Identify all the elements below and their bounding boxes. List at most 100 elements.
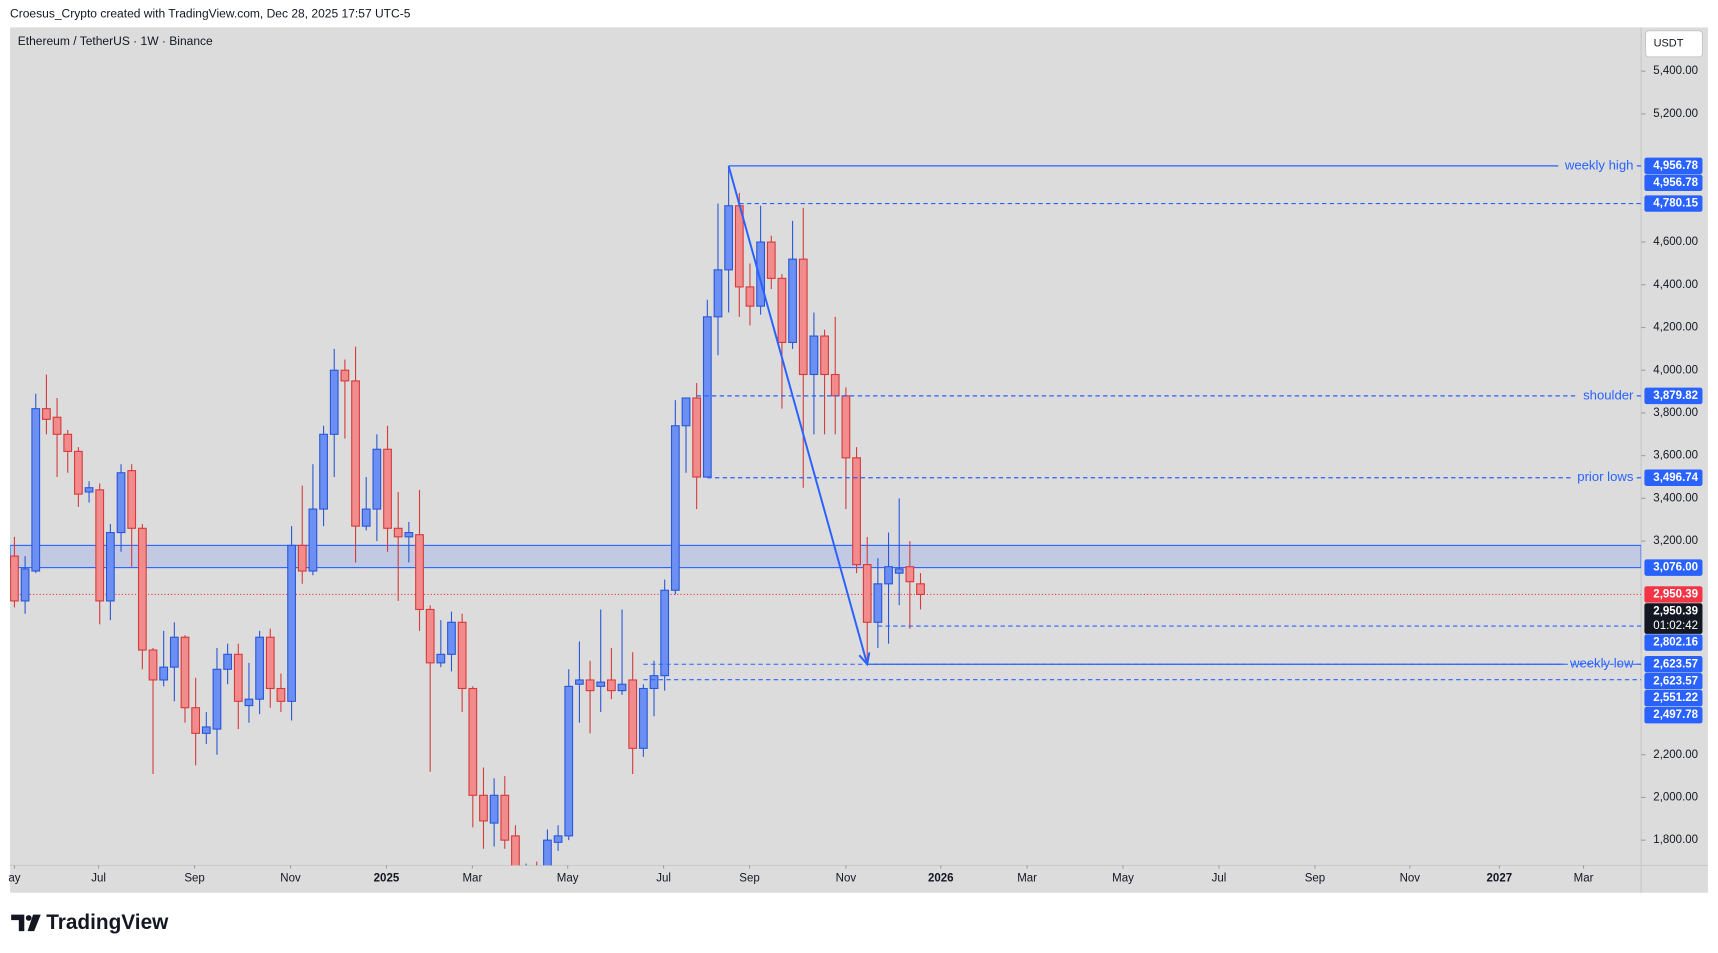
y-tick-label: 4,400.00 [1653, 279, 1698, 291]
candle-body [329, 369, 339, 435]
price-tag-label: 4,956.78 [1653, 177, 1698, 189]
price-tag [1644, 174, 1703, 192]
price-tag [1644, 689, 1703, 707]
candle-body [201, 726, 211, 734]
y-tick-label: 4,200.00 [1653, 322, 1698, 334]
candle-body [74, 450, 83, 495]
price-tag-label: 2,950.39 [1653, 588, 1698, 600]
x-tick-label: 2027 [1487, 873, 1513, 885]
y-tick-label: 3,400.00 [1653, 492, 1698, 504]
candle-body [351, 380, 360, 527]
candle-body [169, 636, 179, 668]
trend-arrowhead [858, 652, 871, 667]
candle-body [52, 416, 62, 435]
candle-body [511, 835, 520, 866]
candle-body [916, 583, 925, 595]
brand-logo [11, 914, 41, 932]
candle-body [180, 636, 190, 709]
candle-body [10, 555, 19, 602]
candle-body [564, 685, 574, 837]
price-tag-label: 2,623.57 [1653, 675, 1698, 687]
zone [10, 544, 1642, 569]
candle-body [436, 653, 446, 664]
x-tick-label: Nov [836, 873, 857, 885]
brand-name: TradingView [46, 911, 169, 934]
price-tag-label: 2,950.39 [1653, 605, 1698, 617]
candle-body [404, 532, 414, 538]
price-tag-label: 2,497.78 [1653, 709, 1698, 721]
candle-body [894, 568, 904, 574]
currency-label[interactable]: USDT [1654, 38, 1684, 50]
level-label: shoulder [1583, 387, 1634, 402]
y-tick-label: 4,000.00 [1653, 364, 1698, 376]
x-tick-label: Mar [462, 873, 482, 885]
candle-body [692, 397, 702, 478]
y-tick-label: 1,800.00 [1653, 834, 1698, 846]
candle-body [425, 608, 435, 664]
candle-body [575, 679, 584, 685]
candle-body [265, 636, 275, 690]
x-tick-label: Sep [184, 873, 204, 885]
candle-body [702, 316, 712, 478]
candle-body [137, 527, 147, 651]
price-tag-label: 2,551.22 [1653, 692, 1698, 704]
x-tick-label: Sep [1305, 873, 1325, 885]
candle-body [372, 448, 382, 510]
candle-body [585, 679, 595, 692]
logo-dot [25, 915, 32, 921]
candle-body [95, 489, 105, 602]
price-tags: 4,956.78 4,956.78 4,780.15 3,879.82 3,496.74… [1644, 157, 1703, 724]
candle-body [788, 258, 797, 344]
candle-body [457, 621, 467, 690]
y-tick-label: 4,600.00 [1653, 236, 1698, 248]
price-tag [1644, 586, 1703, 603]
candle-body [862, 564, 872, 623]
plot: weekly high shoulder prior lows weekly low [10, 157, 1642, 866]
price-tag [1644, 656, 1703, 673]
candle-body [852, 457, 861, 566]
x-tick-label: Mar [1574, 873, 1594, 885]
candle-body [340, 369, 350, 382]
candle-body [809, 335, 819, 376]
candle-body [638, 687, 648, 749]
candle-body [841, 395, 851, 459]
candle-body [884, 566, 893, 585]
candle-body [383, 448, 392, 529]
candle-body [745, 286, 755, 307]
price-tag [1644, 559, 1703, 576]
candle-body [628, 679, 638, 749]
x-tick-label: May [557, 873, 579, 885]
price-tag-label: 4,780.15 [1653, 198, 1698, 210]
chart-title: Ethereum / TetherUS · 1W · Binance [18, 34, 213, 48]
x-tick-label: Nov [280, 873, 301, 885]
price-tag [1644, 673, 1703, 690]
candle-body [127, 470, 137, 529]
candle-body [681, 397, 691, 427]
x-tick-label: 2025 [374, 873, 400, 885]
candle-body [873, 583, 883, 623]
level-label: weekly high [1564, 157, 1634, 172]
x-tick-label: Jul [1212, 873, 1227, 885]
currency-button[interactable] [1644, 30, 1704, 58]
candle-body [105, 532, 115, 602]
candle-body [20, 568, 30, 602]
candle-body [212, 668, 222, 730]
countdown: 01:02:42 [1653, 620, 1698, 632]
price-tag [1644, 157, 1703, 175]
candle-body [319, 433, 328, 510]
candle-body [361, 508, 371, 527]
candle-body [223, 653, 233, 670]
candle-body [31, 408, 41, 572]
price-tag [1644, 634, 1703, 651]
price-tag-label: 2,802.16 [1653, 637, 1698, 649]
price-tag [1644, 195, 1703, 212]
x-tick-label: Sep [739, 873, 759, 885]
candle-body [649, 675, 659, 690]
candle-body [116, 472, 126, 534]
candle-body [233, 653, 243, 702]
candle-body [287, 544, 296, 702]
x-tick-label: 2026 [928, 873, 954, 885]
price-tag [1644, 469, 1703, 486]
